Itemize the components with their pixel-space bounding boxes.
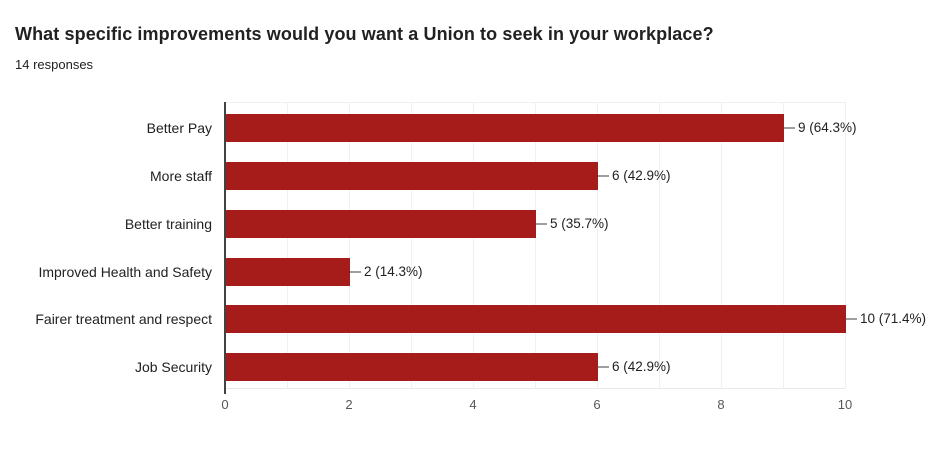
category-label: Fairer treatment and respect	[35, 311, 212, 328]
category-label: More staff	[150, 167, 212, 184]
bar-annotation: 6 (42.9%)	[612, 167, 671, 183]
x-tick-label: 0	[221, 397, 229, 412]
gridline	[286, 102, 288, 389]
category-label: Better Pay	[146, 120, 212, 136]
bar-annotation: 10 (71.4%)	[860, 311, 927, 327]
bar-annotation: 6 (42.9%)	[612, 359, 671, 375]
gridline	[534, 102, 536, 389]
response-count: 14 responses	[15, 57, 94, 72]
y-axis-line	[224, 102, 226, 394]
bar	[226, 114, 784, 142]
x-tick-label: 8	[717, 397, 725, 412]
bar	[226, 161, 598, 190]
x-tick-label: 6	[593, 397, 601, 412]
bar	[226, 209, 536, 238]
bar-annotation: 5 (35.7%)	[550, 215, 609, 231]
bar-annotation-connector	[350, 270, 361, 273]
bar-annotation-connector	[598, 174, 609, 177]
bar	[226, 305, 846, 334]
gridline	[720, 102, 722, 389]
category-label: Better training	[124, 215, 212, 232]
bar-annotation-connector	[598, 366, 609, 369]
gridline	[782, 102, 784, 389]
x-tick-label: 4	[469, 397, 477, 412]
bar-annotation-connector	[784, 127, 795, 129]
x-tick-label: 2	[345, 397, 353, 412]
bar-annotation-connector	[846, 318, 857, 321]
bar	[226, 257, 350, 286]
bar-annotation: 2 (14.3%)	[364, 263, 423, 279]
gridline	[410, 102, 412, 389]
gridline	[348, 102, 350, 389]
category-label: Job Security	[134, 359, 212, 376]
gridline	[658, 102, 660, 389]
question-title: What specific improvements would you wan…	[15, 24, 714, 44]
gridline	[596, 102, 598, 389]
gridline	[472, 102, 474, 389]
bar-annotation-connector	[536, 222, 547, 225]
bar-annotation: 9 (64.3%)	[798, 120, 857, 135]
category-label: Improved Health and Safety	[38, 263, 212, 280]
x-tick-label: 10	[837, 397, 853, 412]
bar	[226, 353, 598, 382]
gridline	[844, 102, 846, 389]
